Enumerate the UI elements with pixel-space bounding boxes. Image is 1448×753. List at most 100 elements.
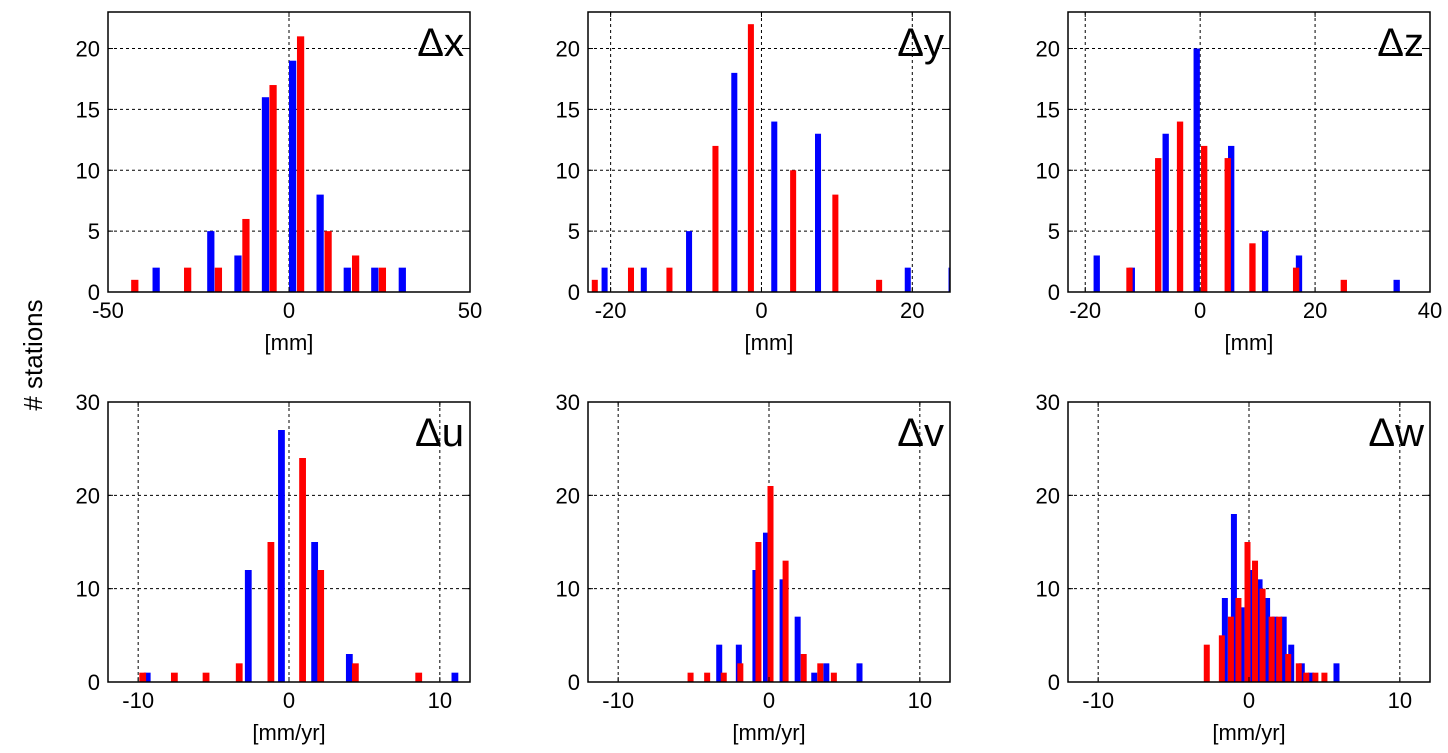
- histogram-bar: [1285, 654, 1292, 682]
- histogram-panel-5: -10 0 10 0 10 20 30 [mm/yr] Δv: [556, 390, 951, 745]
- y-tick-label: 30: [1036, 390, 1060, 415]
- histogram-bar: [242, 218, 250, 292]
- histogram-bar: [1252, 560, 1259, 682]
- y-tick-label: 20: [556, 483, 580, 508]
- histogram-bar: [317, 570, 325, 682]
- y-tick-label: 30: [556, 390, 580, 415]
- histogram-bar: [601, 267, 608, 292]
- histogram-bar: [1162, 133, 1169, 292]
- x-tick-label: -10: [602, 688, 634, 713]
- panel-annotation: Δu: [415, 411, 464, 455]
- histogram-bar: [779, 579, 786, 682]
- histogram-panel-6: -10 0 10 0 10 20 30 [mm/yr] Δw: [1036, 390, 1431, 745]
- histogram-bar: [378, 267, 387, 292]
- histogram-bar: [1312, 672, 1319, 682]
- y-tick-label: 0: [568, 670, 580, 695]
- y-tick-label: 10: [76, 577, 100, 602]
- histogram-bar: [687, 672, 694, 682]
- histogram-bar: [767, 486, 774, 682]
- histogram-bar: [815, 133, 822, 292]
- histogram-bar: [170, 672, 178, 682]
- histogram-bar: [704, 672, 711, 682]
- histogram-bar: [1393, 279, 1400, 292]
- histogram-bar: [712, 145, 719, 292]
- histogram-bar: [131, 279, 139, 292]
- x-tick-label: 0: [1243, 688, 1255, 713]
- y-tick-label: 5: [568, 219, 580, 244]
- histogram-bar: [267, 542, 275, 682]
- histogram-bar: [762, 532, 769, 682]
- histogram-bar: [1268, 616, 1275, 682]
- histogram-bar: [830, 672, 837, 682]
- histogram-bar: [214, 267, 223, 292]
- histogram-bar: [296, 36, 305, 292]
- bars-group: [591, 24, 950, 292]
- histogram-panel-4: -10 0 10 0 10 20 30 [mm/yr] Δu: [76, 390, 471, 745]
- bars-group: [1203, 514, 1340, 682]
- panel-annotation: Δx: [417, 21, 464, 65]
- histogram-bar: [1249, 570, 1256, 682]
- histogram-bar: [1203, 644, 1210, 682]
- y-tick-label: 5: [88, 219, 100, 244]
- y-tick-label: 20: [76, 483, 100, 508]
- panel-annotation: Δz: [1377, 21, 1424, 65]
- x-tick-label: 0: [283, 688, 295, 713]
- y-tick-label: 10: [1036, 158, 1060, 183]
- axes-frame: [587, 11, 951, 293]
- histogram-bar: [747, 24, 754, 292]
- histogram-bar: [1276, 616, 1283, 682]
- histogram-bar: [324, 231, 332, 292]
- histogram-bar: [856, 663, 863, 682]
- x-tick-label: -20: [1069, 298, 1101, 323]
- y-tick-label: 10: [1036, 577, 1060, 602]
- histogram-bar: [1201, 145, 1208, 292]
- histogram-bar: [1228, 145, 1235, 292]
- histogram-bar: [371, 267, 379, 292]
- x-axis-label: [mm/yr]: [732, 720, 805, 745]
- histogram-bar: [143, 672, 151, 682]
- histogram-bar: [269, 85, 277, 292]
- y-tick-label: 30: [76, 390, 100, 415]
- histogram-bar: [1155, 158, 1162, 292]
- histogram-bar: [731, 72, 738, 292]
- histogram-bar: [1280, 616, 1287, 682]
- x-tick-label: -20: [595, 298, 627, 323]
- histogram-bar: [1292, 267, 1300, 292]
- histogram-bar: [737, 663, 744, 682]
- x-tick-label: -50: [92, 298, 124, 323]
- x-tick-label: 40: [1418, 298, 1442, 323]
- histogram-bar: [666, 267, 673, 292]
- histogram-bar: [1249, 243, 1256, 292]
- y-tick-label: 10: [556, 158, 580, 183]
- y-tick-label: 20: [76, 37, 100, 62]
- histogram-bar: [1264, 598, 1271, 682]
- histogram-bar: [752, 570, 759, 682]
- histogram-bar: [451, 672, 459, 682]
- histogram-bar: [720, 672, 727, 682]
- x-tick-label: 10: [428, 688, 452, 713]
- histogram-bar: [345, 654, 353, 682]
- panel-annotation: Δv: [897, 411, 944, 455]
- y-tick-label: 0: [568, 280, 580, 305]
- histogram-bar: [351, 663, 359, 682]
- histogram-bar: [627, 267, 635, 292]
- histogram-bar: [1256, 579, 1263, 682]
- histogram-bar: [202, 672, 210, 682]
- histogram-bar: [289, 60, 297, 292]
- histogram-bar: [1307, 672, 1314, 682]
- y-tick-label: 0: [1048, 670, 1060, 695]
- histogram-bar: [817, 663, 824, 682]
- histogram-bar: [904, 267, 911, 292]
- bars-group: [1093, 48, 1400, 292]
- histogram-bar: [184, 267, 192, 292]
- histogram-bar: [1288, 644, 1295, 682]
- x-tick-label: 20: [900, 298, 924, 323]
- histogram-panel-3: -20 0 20 40 0 5 10 15 20 [mm] Δz: [1036, 11, 1442, 355]
- x-tick-label: 50: [458, 298, 482, 323]
- histogram-bar: [343, 267, 351, 292]
- panel-annotation: Δw: [1368, 411, 1424, 455]
- histogram-bar: [811, 672, 818, 682]
- histogram-bar: [686, 231, 693, 292]
- histogram-bar: [1271, 616, 1278, 682]
